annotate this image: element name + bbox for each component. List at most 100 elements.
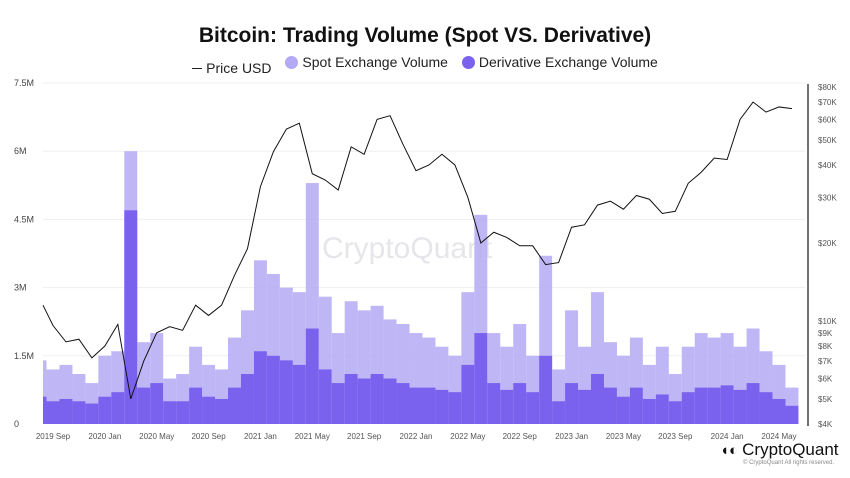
derivative-volume-bar [474,333,488,424]
x-tick-label: 2021 Sep [347,432,382,441]
x-tick-label: 2024 May [761,432,796,441]
x-tick-label: 2023 May [606,432,641,441]
derivative-volume-bar [253,351,267,424]
x-tick-label: 2024 Jan [711,432,744,441]
derivative-volume-bar [266,355,280,424]
derivative-volume-bar [228,387,241,424]
y-tick-label: 1.5M [14,351,34,361]
chart-title: Bitcoin: Trading Volume (Spot VS. Deriva… [198,24,652,47]
derivative-volume-bar [202,396,216,424]
derivative-volume-bar [357,378,371,424]
derivative-volume-bar [111,392,125,424]
derivative-volume-bar [98,396,112,424]
logo-icon: ◖◐ [720,441,739,459]
right-tick-label: $50K [818,136,837,145]
right-tick-label: $80K [818,83,837,92]
derivative-volume-bar [435,389,449,424]
right-tick-label: $6K [818,374,833,383]
derivative-volume-bar [240,373,254,424]
legend-item-price[interactable]: Price USD [192,60,272,76]
x-tick-label: 2021 May [295,432,330,441]
derivative-volume-bar [785,405,799,424]
derivative-volume-bar [772,398,786,424]
circle-swatch-icon [461,55,475,69]
right-tick-label: $40K [818,161,837,170]
y-tick-label: 6M [14,146,27,156]
derivative-volume-bar [409,387,423,424]
right-tick-label: $30K [818,193,837,202]
right-tick-label: $10K [818,317,837,326]
x-tick-label: 2020 Sep [191,432,226,441]
derivative-volume-bar [292,364,306,424]
derivative-volume-bar [448,392,462,424]
x-tick-label: 2019 Sep [36,432,71,441]
legend-label: Price USD [206,60,272,76]
derivative-volume-bar [487,383,501,424]
derivative-volume-bar [694,387,708,424]
derivative-volume-bar [461,364,475,424]
x-tick-label: 2021 Jan [244,432,277,441]
y-tick-label: 4.5M [14,214,34,224]
legend-item-derivative[interactable]: Derivative Exchange Volume [461,54,658,70]
derivative-volume-bar [720,385,734,424]
derivative-volume-bar [46,401,60,424]
y-tick-label: 0 [14,419,19,429]
right-tick-label: $20K [818,239,837,248]
derivative-volume-bar [733,389,747,424]
derivative-volume-bar [565,383,579,424]
derivative-volume-bar [124,210,138,424]
legend: Price USD Spot Exchange Volume Derivativ… [0,54,850,76]
copyright: © CryptoQuant All rights reserved. [743,460,835,466]
derivative-volume-bar [422,387,436,424]
derivative-volume-bar [578,389,592,424]
logo-text: CryptoQuant [742,440,839,459]
derivative-volume-bar [759,392,773,424]
derivative-volume-bar [396,383,410,424]
derivative-volume-bar [707,387,721,424]
x-tick-label: 2023 Sep [658,432,693,441]
x-tick-label: 2023 Jan [555,432,588,441]
x-tick-label: 2022 Sep [503,432,538,441]
derivative-volume-bar [279,360,293,424]
derivative-volume-bar [526,392,540,424]
x-tick-label: 2022 Jan [400,432,433,441]
derivative-volume-bar [215,398,229,424]
right-tick-label: $8K [818,342,833,351]
derivative-volume-bar [189,387,203,424]
line-swatch-icon [192,67,203,69]
x-tick-label: 2022 May [450,432,485,441]
derivative-volume-bar [305,328,319,424]
derivative-volume-bar [655,394,669,424]
right-tick-label: $7K [818,357,833,366]
legend-label: Spot Exchange Volume [302,54,448,70]
derivative-volume-bar [616,396,630,424]
right-tick-label: $5K [818,395,833,404]
derivative-volume-bar [163,401,177,424]
derivative-volume-bar [552,401,566,424]
spot-volume-bar [43,360,47,424]
y-tick-label: 7.5M [14,78,34,88]
derivative-volume-bar [591,373,604,424]
derivative-volume-bar [137,387,151,424]
y-tick-label: 3M [14,283,27,293]
x-tick-label: 2020 May [139,432,174,441]
legend-label: Derivative Exchange Volume [478,54,658,70]
derivative-volume-bar [85,403,99,424]
price-line [42,101,793,400]
derivative-volume-bar [383,378,397,424]
derivative-volume-bar [331,383,345,424]
derivative-volume-bar [668,401,682,424]
x-tick-label: 2020 Jan [88,432,121,441]
derivative-volume-bar [72,401,86,424]
derivative-volume-bar [176,401,190,424]
derivative-volume-bar [500,389,514,424]
derivative-volume-bar [642,398,656,424]
right-tick-label: $70K [818,98,837,107]
legend-item-spot[interactable]: Spot Exchange Volume [285,54,448,70]
derivative-volume-bar [43,396,47,424]
derivative-volume-bar [603,387,617,424]
derivative-volume-bar [513,383,527,424]
derivative-volume-bar [370,373,384,424]
right-tick-label: $9K [818,329,833,338]
